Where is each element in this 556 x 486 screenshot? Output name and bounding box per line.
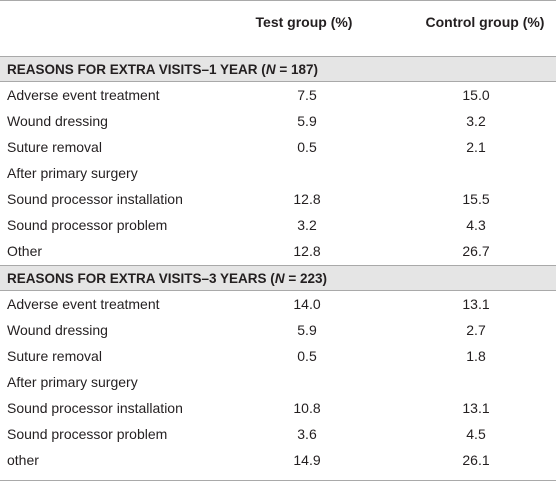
section-title-1-year: REASONS FOR EXTRA VISITS–1 YEAR (N = 187… [0,56,556,82]
table-row: Sound processor installation 12.8 15.5 [0,186,556,212]
top-rule [0,0,556,1]
table-row: Wound dressing 5.9 3.2 [0,108,556,134]
row-label: After primary surgery [7,165,138,181]
row-label: Suture removal [7,139,102,155]
section-title-suffix: = 187) [275,61,318,77]
table-row: Suture removal 0.5 1.8 [0,343,556,369]
row-test-value: 3.2 [297,217,317,233]
row-label: other [7,452,39,468]
row-control-value: 2.7 [466,322,486,338]
row-test-value: 12.8 [293,243,321,259]
table-row: Sound processor installation 10.8 13.1 [0,395,556,421]
row-label: After primary surgery [7,374,138,390]
row-test-value: 12.8 [293,191,321,207]
table-row: Suture removal 0.5 2.1 [0,134,556,160]
row-label: Wound dressing [7,322,108,338]
row-label: Adverse event treatment [7,87,160,103]
table-row: Sound processor problem 3.6 4.5 [0,421,556,447]
table-row: Adverse event treatment 7.5 15.0 [0,82,556,108]
header-col-control: Control group (%) [425,14,545,30]
row-label: Wound dressing [7,113,108,129]
row-control-value: 4.3 [466,217,486,233]
row-test-value: 0.5 [297,348,317,364]
row-label: Sound processor installation [7,191,183,207]
table-row: After primary surgery [0,160,556,186]
row-control-value: 4.5 [466,426,486,442]
row-label: Other [7,243,43,259]
section-title-prefix: REASONS FOR EXTRA VISITS–1 YEAR ( [7,61,266,77]
table-row: other 14.9 26.1 [0,447,556,473]
row-test-value: 3.6 [297,426,317,442]
section-title-3-years: REASONS FOR EXTRA VISITS–3 YEARS (N = 22… [0,265,556,291]
row-test-value: 5.9 [297,113,317,129]
row-control-value: 15.0 [462,87,490,103]
row-label: Sound processor problem [7,217,168,233]
row-label: Sound processor problem [7,426,168,442]
section-title-suffix: = 223) [284,270,327,286]
section-title-n: N [274,270,285,286]
row-control-value: 3.2 [466,113,486,129]
row-test-value: 14.0 [293,296,321,312]
header-col-test: Test group (%) [255,14,353,30]
row-control-value: 26.1 [462,452,490,468]
row-label: Sound processor installation [7,400,183,416]
row-test-value: 7.5 [297,87,317,103]
row-label: Adverse event treatment [7,296,160,312]
row-control-value: 13.1 [462,400,490,416]
row-test-value: 14.9 [293,452,321,468]
table-row: Wound dressing 5.9 2.7 [0,317,556,343]
row-test-value: 10.8 [293,400,321,416]
table-header: Test group (%) Control group (%) [0,0,556,44]
section-title-prefix: REASONS FOR EXTRA VISITS–3 YEARS ( [7,270,275,286]
bottom-rule [0,480,556,481]
table-row: After primary surgery [0,369,556,395]
table-row: Sound processor problem 3.2 4.3 [0,212,556,238]
section-title-n: N [265,61,276,77]
table-row: Adverse event treatment 14.0 13.1 [0,291,556,317]
row-label: Suture removal [7,348,102,364]
row-test-value: 5.9 [297,322,317,338]
row-control-value: 1.8 [466,348,486,364]
row-control-value: 26.7 [462,243,490,259]
table-row: Other 12.8 26.7 [0,238,556,264]
row-control-value: 15.5 [462,191,490,207]
row-control-value: 2.1 [466,139,486,155]
row-test-value: 0.5 [297,139,317,155]
row-control-value: 13.1 [462,296,490,312]
